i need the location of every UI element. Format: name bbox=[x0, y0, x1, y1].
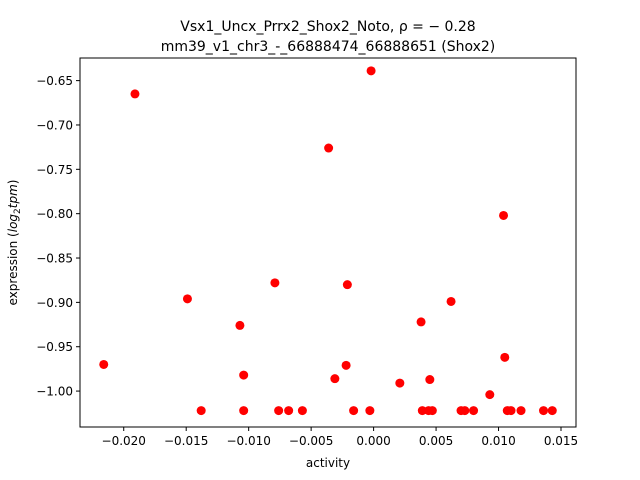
y-axis-label-log: log bbox=[6, 214, 20, 233]
data-point bbox=[99, 359, 109, 369]
y-tick-label: −0.65 bbox=[36, 74, 73, 88]
data-point bbox=[395, 378, 405, 388]
x-tick-label: 0.005 bbox=[419, 434, 453, 448]
data-point bbox=[284, 406, 294, 416]
data-point bbox=[297, 406, 307, 416]
data-point bbox=[239, 370, 249, 380]
x-tick-label: 0.000 bbox=[356, 434, 390, 448]
y-axis-label-suffix: ) bbox=[6, 180, 20, 185]
y-tick-label: −0.75 bbox=[36, 163, 73, 177]
data-point bbox=[341, 360, 351, 370]
data-point bbox=[342, 280, 352, 290]
data-point bbox=[274, 406, 284, 416]
chart-title-line1: Vsx1_Uncx_Prrx2_Shox2_Noto, ρ = − 0.28 bbox=[180, 19, 475, 35]
x-tick-label: 0.015 bbox=[544, 434, 578, 448]
data-point bbox=[324, 143, 334, 153]
x-axis-label: activity bbox=[306, 456, 350, 470]
y-tick-label: −1.00 bbox=[36, 385, 73, 399]
data-point bbox=[547, 406, 557, 416]
data-point bbox=[516, 406, 526, 416]
x-tick-label: −0.015 bbox=[164, 434, 208, 448]
y-axis-label-prefix: expression ( bbox=[6, 232, 20, 305]
data-point bbox=[499, 210, 509, 220]
y-tick-label: −0.85 bbox=[36, 252, 73, 266]
chart-title-line2: mm39_v1_chr3_-_66888474_66888651 (Shox2) bbox=[161, 39, 496, 55]
data-point bbox=[500, 352, 510, 362]
data-point bbox=[235, 320, 245, 330]
data-point bbox=[130, 89, 140, 99]
data-point bbox=[446, 296, 456, 306]
x-tick-label: 0.010 bbox=[481, 434, 515, 448]
data-point bbox=[365, 406, 375, 416]
data-point bbox=[427, 406, 437, 416]
x-tick-label: −0.010 bbox=[226, 434, 270, 448]
data-points bbox=[99, 66, 557, 416]
data-point bbox=[349, 406, 359, 416]
y-axis-ticks: −0.65 −0.70 −0.75 −0.80 −0.85 −0.90 −0.95 −1.00 bbox=[36, 74, 80, 399]
data-point bbox=[270, 278, 280, 288]
y-axis-label-sub: 2 bbox=[13, 208, 23, 214]
data-point bbox=[330, 374, 340, 384]
y-axis-label-tpm: tpm bbox=[6, 184, 20, 208]
y-axis-label: expression (log2tpm) bbox=[6, 180, 23, 306]
y-tick-label: −0.70 bbox=[36, 118, 73, 132]
x-tick-label: −0.005 bbox=[289, 434, 333, 448]
data-point bbox=[182, 294, 192, 304]
x-axis-ticks: −0.020 −0.015 −0.010 −0.005 0.000 0.005 0.010 0… bbox=[102, 427, 578, 448]
plot-frame bbox=[79, 57, 577, 428]
x-tick-label: −0.020 bbox=[102, 434, 146, 448]
data-point bbox=[485, 390, 495, 400]
data-point bbox=[239, 406, 249, 416]
data-point bbox=[506, 406, 516, 416]
data-point bbox=[425, 375, 435, 385]
y-tick-label: −0.90 bbox=[36, 296, 73, 310]
data-point bbox=[417, 406, 427, 416]
y-tick-label: −0.80 bbox=[36, 207, 73, 221]
y-tick-label: −0.95 bbox=[36, 340, 73, 354]
data-point bbox=[416, 317, 426, 327]
data-point bbox=[196, 406, 206, 416]
data-point bbox=[469, 406, 479, 416]
data-point bbox=[539, 406, 549, 416]
data-point bbox=[460, 406, 470, 416]
data-point bbox=[366, 66, 376, 76]
